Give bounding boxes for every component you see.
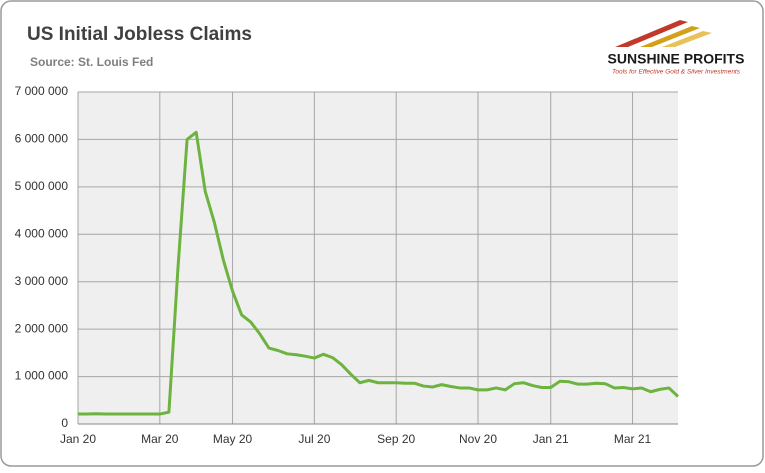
logo-tagline: Tools for Effective Gold & Silver Invest… bbox=[612, 69, 741, 76]
x-tick-label: Mar 21 bbox=[614, 432, 652, 446]
x-tick-label: Mar 20 bbox=[141, 432, 179, 446]
x-tick-label: Nov 20 bbox=[459, 432, 497, 446]
data-line bbox=[78, 130, 680, 416]
logo-ray bbox=[615, 20, 688, 47]
y-tick-label: 5 000 000 bbox=[15, 179, 69, 193]
y-tick-label: 3 000 000 bbox=[15, 274, 69, 288]
y-tick-label: 6 000 000 bbox=[15, 132, 69, 146]
y-tick-label: 4 000 000 bbox=[15, 226, 69, 240]
chart-title: US Initial Jobless Claims bbox=[27, 24, 252, 45]
x-tick-label: Jul 20 bbox=[298, 432, 330, 446]
chart-subtitle: Source: St. Louis Fed bbox=[30, 55, 153, 69]
y-tick-label: 7 000 000 bbox=[15, 84, 69, 98]
logo-ray bbox=[662, 31, 712, 47]
plot-area bbox=[78, 92, 678, 424]
x-tick-label: May 20 bbox=[213, 432, 253, 446]
logo: SUNSHINE PROFITS Tools for Effective Gol… bbox=[608, 20, 745, 76]
x-tick-label: Sep 20 bbox=[377, 432, 415, 446]
logo-name: SUNSHINE PROFITS bbox=[608, 51, 745, 67]
y-tick-label: 1 000 000 bbox=[15, 369, 69, 383]
logo-ray bbox=[640, 26, 700, 47]
x-tick-label: Jan 20 bbox=[60, 432, 96, 446]
y-tick-label: 2 000 000 bbox=[15, 321, 69, 335]
y-tick-label: 0 bbox=[61, 416, 68, 430]
x-tick-label: Jan 21 bbox=[533, 432, 569, 446]
